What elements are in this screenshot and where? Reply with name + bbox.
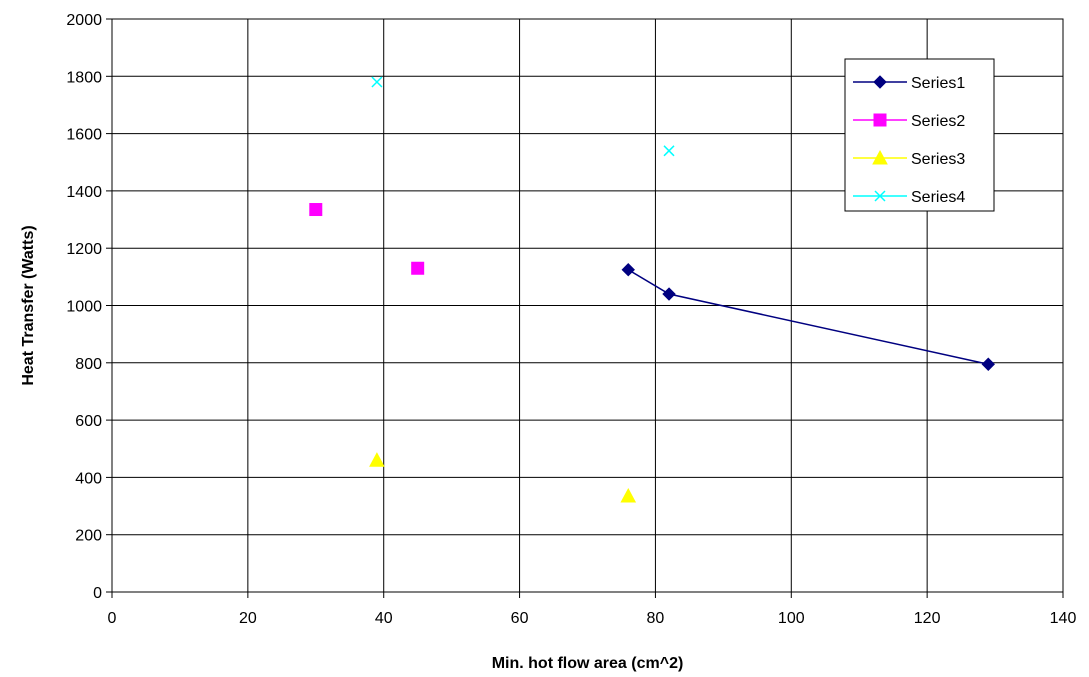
x-tick-label: 40 [375, 610, 393, 627]
series-2 [309, 203, 425, 275]
data-point [621, 262, 635, 277]
grid-lines [111, 18, 1064, 593]
legend-label: Series2 [911, 113, 965, 130]
y-tick-label: 800 [75, 356, 102, 373]
y-tick-label: 600 [75, 413, 102, 430]
legend-marker [873, 113, 887, 127]
legend-label: Series3 [911, 151, 965, 168]
legend-marker [873, 75, 887, 89]
legend-item: Series1 [853, 75, 965, 92]
data-point [663, 145, 675, 157]
x-axis-title: Min. hot flow area (cm^2) [492, 655, 684, 672]
series-3 [369, 452, 637, 503]
series-4 [371, 76, 675, 157]
legend-label: Series4 [911, 189, 965, 206]
y-tick-label: 200 [75, 528, 102, 545]
y-axis-title: Heat Transfer (Watts) [20, 225, 37, 385]
legend-item: Series4 [853, 189, 965, 206]
y-tick-label: 2000 [66, 12, 102, 29]
legend-item: Series3 [853, 149, 965, 168]
series-marks [309, 76, 995, 503]
y-tick-label: 0 [93, 585, 102, 602]
legend-box [844, 58, 995, 212]
data-point [309, 203, 323, 217]
legend-marker [874, 190, 886, 202]
legend-label: Series1 [911, 75, 965, 92]
series-line [627, 269, 989, 365]
axis-ticks: 0 20 40 60 80 100 120 1400200400600800100012001… [66, 12, 1076, 627]
data-point [981, 357, 995, 371]
series-1 [621, 262, 995, 371]
y-tick-label: 1000 [66, 299, 102, 316]
y-tick-label: 400 [75, 470, 102, 487]
legend: Series1 Series2 Series3 Series4 [844, 58, 995, 212]
x-tick-label: 100 [778, 610, 805, 627]
legend-item: Series2 [853, 113, 965, 130]
legend-marker [872, 149, 888, 165]
data-point [369, 452, 385, 467]
x-tick-label: 120 [914, 610, 941, 627]
data-point [662, 287, 676, 301]
y-tick-label: 1800 [66, 69, 102, 86]
x-tick-label: 60 [511, 610, 529, 627]
x-tick-label: 140 [1050, 610, 1077, 627]
y-tick-label: 1200 [66, 241, 102, 258]
x-tick-label: 20 [239, 610, 257, 627]
x-tick-label: 0 [108, 610, 117, 627]
data-point [411, 261, 425, 275]
x-tick-label: 80 [647, 610, 665, 627]
data-point [620, 487, 637, 503]
y-tick-label: 1400 [66, 184, 102, 201]
data-point [371, 76, 383, 88]
y-tick-label: 1600 [66, 127, 102, 144]
